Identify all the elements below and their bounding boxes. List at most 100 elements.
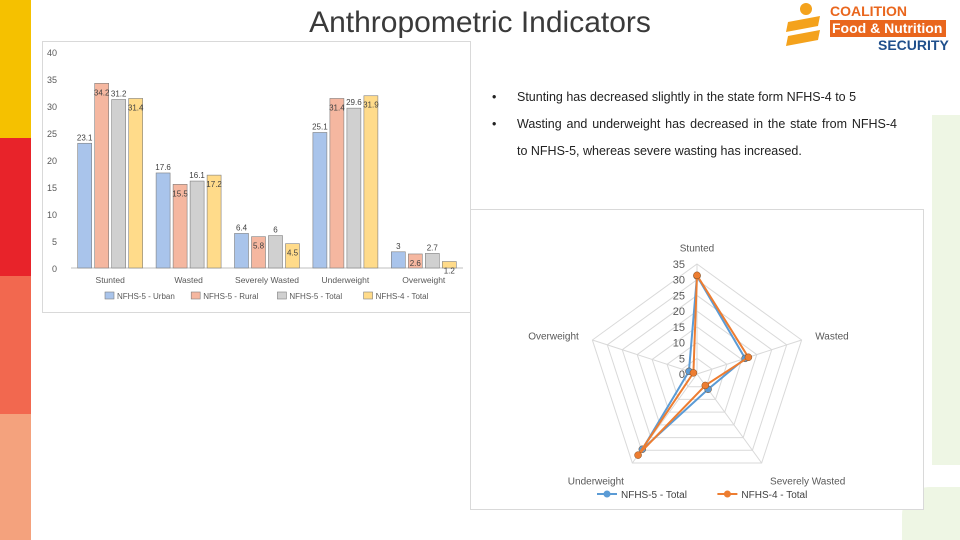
finding-wasting: • Wasting and underweight has decreased … bbox=[492, 111, 897, 165]
bar-value-label: 2.7 bbox=[427, 243, 439, 252]
legend-label: NFHS-5 - Rural bbox=[203, 292, 258, 301]
bar-value-label: 34.2 bbox=[94, 88, 110, 97]
legend-swatch bbox=[363, 291, 373, 300]
bar-value-label: 6 bbox=[273, 226, 278, 235]
x-tick-label: Overweight bbox=[402, 275, 446, 285]
bar-value-label: 6.4 bbox=[236, 223, 248, 232]
bar bbox=[77, 142, 93, 269]
bar bbox=[346, 107, 362, 269]
accent-strip-coral bbox=[0, 276, 31, 414]
y-tick-label: 10 bbox=[47, 210, 57, 220]
radar-point bbox=[634, 451, 642, 459]
finding-stunting-text: Stunting has decreased slightly in the s… bbox=[517, 90, 857, 104]
bar bbox=[94, 83, 110, 269]
radar-grid-ring bbox=[591, 263, 803, 464]
radar-tick-label: 0 bbox=[679, 369, 685, 381]
bullet-dot-icon: • bbox=[492, 90, 497, 104]
bar bbox=[268, 235, 283, 269]
bar bbox=[312, 132, 328, 269]
legend-marker bbox=[603, 490, 611, 498]
legend-label: NFHS-5 - Urban bbox=[117, 292, 175, 301]
bar bbox=[424, 253, 440, 269]
bar-value-label: 31.9 bbox=[363, 101, 379, 110]
bar-value-label: 2.6 bbox=[410, 259, 422, 268]
coalition-logo: COALITION Food & Nutrition SECURITY bbox=[782, 0, 960, 56]
finding-wasting-text: Wasting and underweight has decreased in… bbox=[517, 117, 897, 158]
radar-tick-label: 35 bbox=[673, 259, 685, 271]
radar-tick-label: 20 bbox=[673, 306, 685, 318]
legend-marker bbox=[723, 490, 731, 498]
bar bbox=[111, 99, 126, 269]
legend-swatch bbox=[104, 291, 115, 300]
y-tick-label: 40 bbox=[47, 48, 57, 58]
bar bbox=[441, 261, 457, 269]
bar-value-label: 5.8 bbox=[253, 242, 265, 251]
legend-label: NFHS-5 - Total bbox=[289, 292, 342, 301]
radar-grid-ring bbox=[636, 310, 758, 426]
radar-category-label: Severely Wasted bbox=[770, 477, 845, 488]
bar-value-label: 29.6 bbox=[346, 98, 362, 107]
bullet-dot-icon: • bbox=[492, 117, 497, 131]
finding-stunting: • Stunting has decreased slightly in the… bbox=[492, 84, 897, 111]
bar bbox=[251, 236, 266, 269]
legend-label: NFHS-4 - Total bbox=[376, 292, 429, 301]
radar-category-label: Overweight bbox=[528, 332, 579, 343]
logo-line-food-nutrition: Food & Nutrition bbox=[830, 20, 947, 37]
bar-chart: 0 5 10 15 20 25 30 35 40 23.1 34.2 3 1.2 31.4 Stunted 1… bbox=[47, 48, 463, 301]
y-tick-label: 5 bbox=[52, 237, 57, 247]
bar-value-label: 15.5 bbox=[172, 189, 188, 198]
radar-category-label: Stunted bbox=[680, 244, 714, 255]
radar-point bbox=[744, 353, 753, 362]
bar-value-label: 25.1 bbox=[312, 122, 328, 131]
bar-value-label: 17.2 bbox=[206, 180, 222, 189]
radar-point bbox=[701, 381, 710, 390]
right-decoration-strip bbox=[932, 115, 960, 465]
radar-chart-panel: 0 5 10 15 20 25 30 35 Stunted Wasted Severely Wast… bbox=[470, 209, 924, 510]
y-tick-label: 0 bbox=[52, 264, 57, 274]
bar-value-label: 4.5 bbox=[287, 249, 299, 258]
logo-line-coalition: COALITION bbox=[830, 3, 907, 19]
radar-chart: 0 5 10 15 20 25 30 35 Stunted Wasted Severely Wast… bbox=[528, 244, 849, 501]
radar-point bbox=[693, 271, 701, 280]
y-tick-label: 30 bbox=[47, 102, 57, 112]
x-tick-label: Severely Wasted bbox=[235, 275, 299, 285]
radar-grid-ring bbox=[606, 279, 788, 451]
legend-label: NFHS-5 - Total bbox=[621, 490, 687, 501]
radar-grid-ring bbox=[681, 357, 713, 388]
legend-label: NFHS-4 - Total bbox=[741, 490, 807, 501]
bar-value-label: 16.1 bbox=[189, 171, 205, 180]
bar bbox=[329, 98, 345, 269]
bar-value-label: 31.4 bbox=[329, 103, 345, 112]
radar-tick-label: 15 bbox=[673, 322, 685, 334]
y-tick-label: 25 bbox=[47, 129, 57, 139]
y-tick-label: 15 bbox=[47, 183, 57, 193]
bar-value-label: 31.4 bbox=[128, 103, 144, 112]
radar-tick-label: 30 bbox=[673, 275, 685, 287]
x-tick-label: Stunted bbox=[96, 275, 126, 285]
radar-category-label: Underweight bbox=[568, 477, 624, 488]
bar bbox=[390, 251, 406, 269]
radar-tick-label: 25 bbox=[673, 290, 685, 302]
bar-value-label: 1.2 bbox=[444, 267, 456, 276]
radar-grid-ring bbox=[651, 326, 743, 413]
bar-value-label: 17.6 bbox=[155, 163, 171, 172]
bar bbox=[206, 174, 222, 269]
radar-category-label: Wasted bbox=[815, 332, 849, 343]
findings-list: • Stunting has decreased slightly in the… bbox=[492, 84, 897, 165]
bar-value-label: 3 bbox=[396, 242, 401, 251]
bar bbox=[172, 184, 188, 269]
y-tick-label: 20 bbox=[47, 156, 57, 166]
bar-value-label: 23.1 bbox=[77, 133, 93, 142]
radar-spoke bbox=[592, 339, 698, 375]
bar bbox=[407, 253, 423, 269]
bar bbox=[189, 180, 205, 269]
accent-strip-yellow bbox=[0, 0, 31, 138]
accent-strip-peach bbox=[0, 414, 31, 540]
radar-series-line bbox=[641, 272, 747, 451]
slide-title: Anthropometric Indicators bbox=[309, 6, 651, 39]
y-tick-label: 35 bbox=[47, 75, 57, 85]
radar-series-line bbox=[637, 272, 750, 456]
bar bbox=[155, 172, 171, 269]
x-tick-label: Underweight bbox=[322, 275, 370, 285]
bar bbox=[128, 98, 143, 269]
